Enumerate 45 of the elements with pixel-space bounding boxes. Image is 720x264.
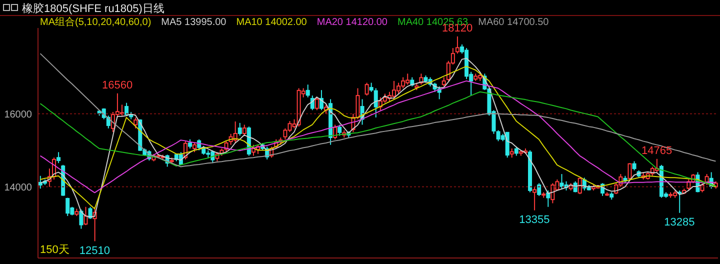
candlestick	[537, 182, 542, 196]
line-series	[40, 53, 716, 168]
annotation: 14765	[642, 144, 672, 157]
candlestick	[532, 186, 537, 211]
candlestick	[455, 36, 460, 54]
text: MA10 14002.00	[236, 16, 307, 28]
candlestick	[192, 142, 197, 153]
candlestick	[550, 182, 555, 204]
legend-title: MA组合(5,10,20,40,60,0)	[40, 16, 152, 29]
candlestick	[442, 76, 446, 87]
annotation: 13285	[664, 216, 695, 229]
candlestick	[134, 116, 138, 129]
y-tick-label: 16000	[4, 109, 32, 120]
candlestick	[628, 162, 632, 180]
candlestick	[632, 160, 636, 171]
text: MA5 13995.00	[161, 16, 226, 28]
candlestick	[84, 206, 88, 226]
annotation: 16560	[102, 79, 133, 92]
candlestick	[56, 152, 61, 164]
candlestick	[374, 88, 378, 118]
candlestick	[546, 190, 550, 208]
candlestick	[510, 148, 514, 158]
candlestick	[238, 122, 242, 136]
annotation: 12510	[79, 245, 110, 258]
candlestick	[364, 82, 369, 96]
candlestick	[88, 206, 92, 220]
candlestick	[505, 132, 510, 158]
candlestick	[79, 208, 84, 230]
candlestick	[356, 88, 360, 120]
candlestick	[310, 95, 314, 111]
candlestick	[306, 84, 310, 98]
candlestick	[242, 124, 246, 136]
candlestick	[188, 138, 192, 149]
candlestick	[338, 124, 342, 136]
candlestick	[66, 197, 70, 217]
text: MA60 14700.50	[478, 16, 549, 28]
candlestick	[369, 82, 374, 92]
candlestick	[314, 96, 319, 111]
y-tick-label: 14000	[4, 182, 32, 194]
chart-title: 橡胶1805(SHFE ru1805)日线	[22, 2, 164, 16]
candlestick	[514, 146, 518, 156]
annotation: 13355	[519, 214, 550, 226]
text: MA20 14120.00	[316, 16, 388, 28]
annotation: 150天	[40, 243, 70, 257]
candlestick	[319, 90, 324, 111]
